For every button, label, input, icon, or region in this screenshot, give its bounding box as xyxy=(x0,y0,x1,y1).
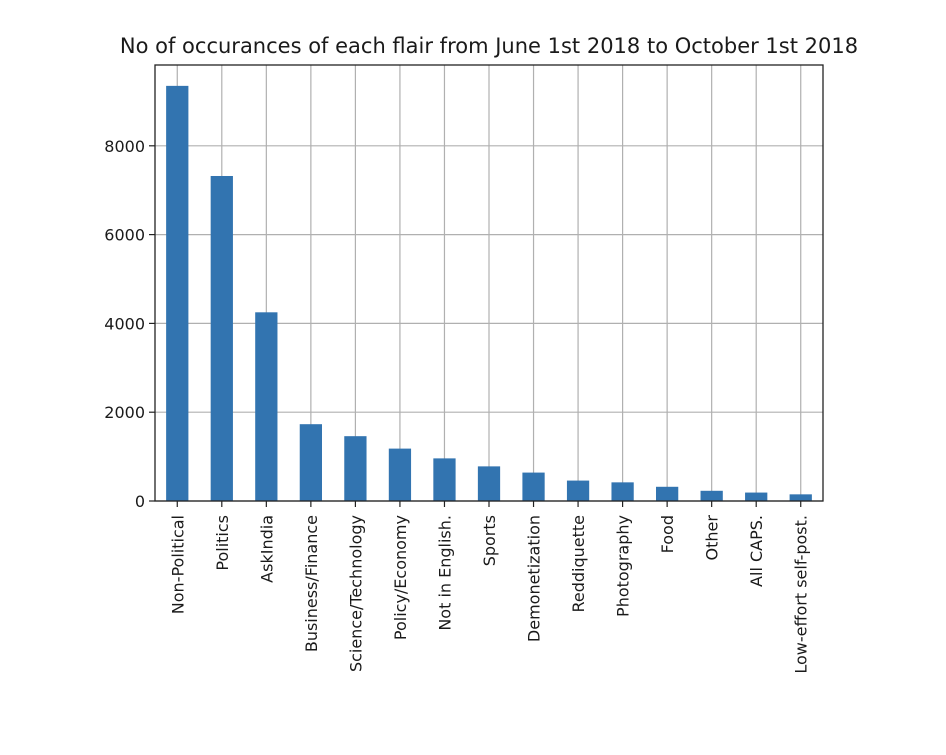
x-tick-label: Not in English. xyxy=(435,515,454,631)
y-axis-ticks: 0 2000 4000 6000 8000 xyxy=(104,137,155,511)
x-tick-label: All CAPS. xyxy=(747,515,766,587)
bar-13 xyxy=(700,490,723,501)
x-tick-label: Business/Finance xyxy=(302,515,321,652)
x-tick-label: Reddiquette xyxy=(569,515,588,613)
grid-lines xyxy=(155,65,823,502)
bar-10 xyxy=(566,480,590,501)
bar-6 xyxy=(388,448,412,501)
x-axis-ticks: Non-Political Politics AskIndia Business/Fi… xyxy=(168,501,811,674)
x-tick-label: Non-Political xyxy=(168,515,187,614)
bar-3 xyxy=(255,312,278,501)
x-tick-label: AskIndia xyxy=(257,515,276,583)
chart-title: No of occurances of each flair from June… xyxy=(120,34,858,58)
bar-8 xyxy=(477,466,501,501)
bar-11 xyxy=(611,482,634,501)
bars xyxy=(166,85,812,501)
x-tick-label: Low-effort self-post. xyxy=(792,515,811,674)
x-tick-label: Demonetization xyxy=(525,515,544,642)
bar-12 xyxy=(656,486,679,501)
x-tick-label: Policy/Economy xyxy=(391,515,410,640)
x-tick-label: Other xyxy=(703,515,722,561)
y-tick-label: 8000 xyxy=(104,137,145,156)
bar-9 xyxy=(522,472,545,501)
bar-14 xyxy=(745,492,768,501)
bar-2 xyxy=(210,175,233,501)
x-tick-label: Photography xyxy=(614,515,633,617)
bar-4 xyxy=(299,424,322,501)
x-tick-label: Sports xyxy=(480,515,499,566)
y-tick-label: 0 xyxy=(135,492,145,511)
bar-7 xyxy=(433,458,456,501)
y-tick-label: 2000 xyxy=(104,403,145,422)
x-tick-label: Food xyxy=(658,515,677,553)
bar-1 xyxy=(166,85,189,501)
y-tick-label: 4000 xyxy=(104,314,145,333)
bar-5 xyxy=(344,436,367,501)
bar-15 xyxy=(789,494,812,501)
y-tick-label: 6000 xyxy=(104,226,145,245)
x-tick-label: Politics xyxy=(213,515,232,571)
x-tick-label: Science/Technology xyxy=(346,515,365,672)
